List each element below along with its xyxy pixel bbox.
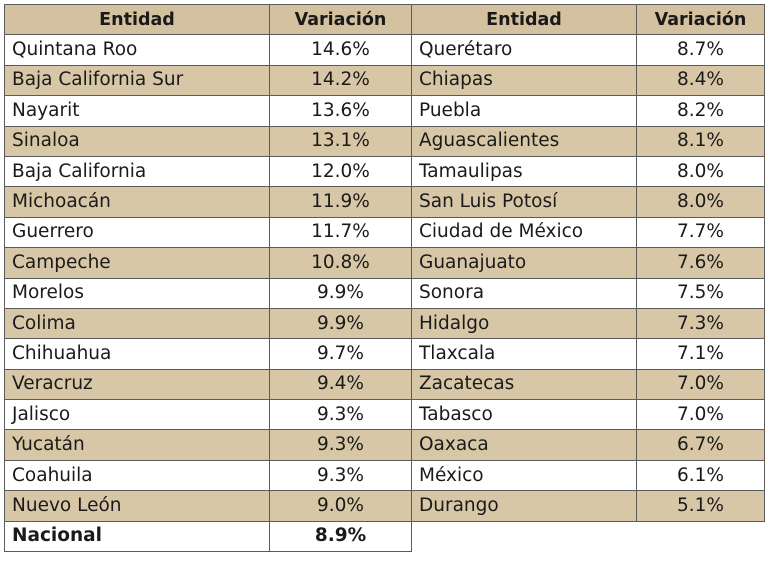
entidad-cell: Quintana Roo (4, 34, 270, 66)
variacion-cell: 7.1% (636, 338, 765, 370)
variacion-cell: 12.0% (269, 155, 412, 188)
variacion-cell: 11.9% (269, 186, 412, 218)
variacion-cell: 6.7% (636, 429, 765, 461)
entidad-cell: Yucatán (4, 429, 270, 461)
header-entidad-left: Entidad (4, 3, 270, 36)
variacion-cell: 8.1% (636, 125, 765, 157)
table-header-row: Entidad Variación Entidad Variación (4, 3, 765, 36)
entidad-cell: Baja California (4, 155, 270, 188)
entidad-cell: Tlaxcala (411, 338, 637, 370)
variacion-cell: 5.1% (636, 490, 765, 522)
entidad-cell: Zacatecas (411, 368, 637, 401)
variacion-cell: 7.0% (636, 399, 765, 431)
header-entidad-right: Entidad (411, 3, 637, 36)
total-value: 8.9% (269, 520, 412, 553)
variacion-cell: 9.0% (269, 490, 412, 522)
table-row: Jalisco 9.3% Tabasco 7.0% (4, 399, 765, 431)
empty-cell (411, 521, 765, 552)
entidad-cell: Chiapas (411, 64, 637, 97)
total-row: Nacional 8.9% (4, 520, 765, 553)
table-row: Veracruz 9.4% Zacatecas 7.0% (4, 368, 765, 401)
variacion-cell: 9.3% (269, 399, 412, 431)
table-body: Quintana Roo 14.6% Querétaro 8.7% Baja Calif… (4, 34, 765, 553)
entidad-cell: Morelos (4, 277, 270, 309)
table-row: Nuevo León 9.0% Durango 5.1% (4, 490, 765, 522)
table-row: Sinaloa 13.1% Aguascalientes 8.1% (4, 125, 765, 157)
variation-table: Entidad Variación Entidad Variación Quin… (4, 3, 765, 553)
entidad-cell: San Luis Potosí (411, 186, 637, 218)
variacion-cell: 8.0% (636, 186, 765, 218)
entidad-cell: México (411, 459, 637, 492)
entidad-cell: Guanajuato (411, 247, 637, 279)
total-label: Nacional (4, 520, 270, 553)
table-row: Michoacán 11.9% San Luis Potosí 8.0% (4, 186, 765, 218)
variacion-cell: 13.1% (269, 125, 412, 157)
table-row: Guerrero 11.7% Ciudad de México 7.7% (4, 216, 765, 249)
variacion-cell: 8.7% (636, 34, 765, 66)
table-row: Morelos 9.9% Sonora 7.5% (4, 277, 765, 309)
entidad-cell: Veracruz (4, 368, 270, 401)
table-row: Chihuahua 9.7% Tlaxcala 7.1% (4, 338, 765, 370)
variacion-cell: 14.6% (269, 34, 412, 66)
entidad-cell: Baja California Sur (4, 64, 270, 97)
entidad-cell: Ciudad de México (411, 216, 637, 249)
table-row: Baja California 12.0% Tamaulipas 8.0% (4, 155, 765, 188)
variacion-cell: 7.3% (636, 307, 765, 340)
variacion-cell: 7.5% (636, 277, 765, 309)
variacion-cell: 9.9% (269, 307, 412, 340)
entidad-cell: Hidalgo (411, 307, 637, 340)
entidad-cell: Michoacán (4, 186, 270, 218)
table-row: Quintana Roo 14.6% Querétaro 8.7% (4, 34, 765, 66)
entidad-cell: Tamaulipas (411, 155, 637, 188)
variacion-cell: 9.3% (269, 459, 412, 492)
entidad-cell: Campeche (4, 247, 270, 279)
table-row: Campeche 10.8% Guanajuato 7.6% (4, 247, 765, 279)
entidad-cell: Jalisco (4, 399, 270, 431)
variacion-cell: 11.7% (269, 216, 412, 249)
table-row: Baja California Sur 14.2% Chiapas 8.4% (4, 64, 765, 97)
variacion-cell: 8.2% (636, 95, 765, 127)
entidad-cell: Oaxaca (411, 429, 637, 461)
variacion-cell: 9.7% (269, 338, 412, 370)
entidad-cell: Sinaloa (4, 125, 270, 157)
variacion-cell: 7.7% (636, 216, 765, 249)
variacion-cell: 13.6% (269, 95, 412, 127)
entidad-cell: Nuevo León (4, 490, 270, 522)
header-variacion-right: Variación (636, 3, 765, 36)
header-variacion-left: Variación (269, 3, 412, 36)
table-row: Coahuila 9.3% México 6.1% (4, 459, 765, 492)
entidad-cell: Sonora (411, 277, 637, 309)
variacion-cell: 6.1% (636, 459, 765, 492)
table-container: Entidad Variación Entidad Variación Quin… (4, 3, 765, 553)
table-row: Colima 9.9% Hidalgo 7.3% (4, 307, 765, 340)
entidad-cell: Coahuila (4, 459, 270, 492)
variacion-cell: 9.9% (269, 277, 412, 309)
entidad-cell: Guerrero (4, 216, 270, 249)
variacion-cell: 10.8% (269, 247, 412, 279)
variacion-cell: 9.4% (269, 368, 412, 401)
entidad-cell: Chihuahua (4, 338, 270, 370)
table-row: Nayarit 13.6% Puebla 8.2% (4, 95, 765, 127)
entidad-cell: Aguascalientes (411, 125, 637, 157)
variacion-cell: 9.3% (269, 429, 412, 461)
entidad-cell: Durango (411, 490, 637, 522)
variacion-cell: 8.4% (636, 64, 765, 97)
entidad-cell: Colima (4, 307, 270, 340)
variacion-cell: 7.0% (636, 368, 765, 401)
entidad-cell: Tabasco (411, 399, 637, 431)
entidad-cell: Querétaro (411, 34, 637, 66)
entidad-cell: Puebla (411, 95, 637, 127)
variacion-cell: 8.0% (636, 155, 765, 188)
variacion-cell: 14.2% (269, 64, 412, 97)
variacion-cell: 7.6% (636, 247, 765, 279)
table-row: Yucatán 9.3% Oaxaca 6.7% (4, 429, 765, 461)
entidad-cell: Nayarit (4, 95, 270, 127)
